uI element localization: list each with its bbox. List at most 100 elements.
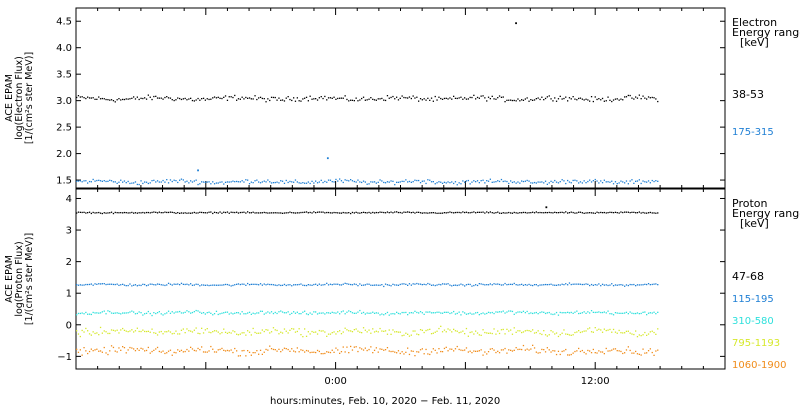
data-point (627, 284, 629, 287)
data-point (184, 181, 186, 183)
data-point (388, 329, 390, 331)
data-point (629, 332, 631, 334)
data-point (193, 211, 195, 214)
data-point (193, 329, 195, 331)
data-point (305, 211, 308, 213)
data-point (127, 331, 129, 333)
data-point (243, 283, 245, 285)
data-point (436, 311, 438, 313)
data-point (636, 212, 639, 214)
data-point (252, 98, 254, 100)
data-point (502, 96, 504, 98)
data-point (524, 330, 526, 332)
data-point (331, 349, 333, 351)
data-point (81, 284, 83, 286)
data-point (629, 180, 631, 182)
data-point (407, 347, 409, 349)
data-point (462, 284, 464, 286)
data-point (134, 212, 137, 214)
data-point (618, 99, 620, 101)
data-point (484, 284, 486, 286)
data-point (370, 346, 372, 348)
data-point (491, 348, 493, 350)
data-point (491, 181, 493, 183)
data-point (548, 211, 550, 214)
data-point (565, 182, 567, 185)
data-point (570, 334, 572, 336)
proton-legend-47-68: 47-68 (732, 270, 764, 283)
data-point (579, 97, 582, 99)
data-point (552, 181, 554, 183)
data-point (487, 351, 490, 353)
data-point (184, 212, 186, 214)
data-point (342, 97, 344, 99)
data-point (171, 354, 173, 356)
data-point (636, 353, 639, 355)
data-point (644, 352, 646, 354)
data-point (276, 99, 278, 101)
data-point (530, 99, 532, 101)
data-point (340, 351, 343, 353)
electron-legend-title-line: Electron (732, 16, 777, 29)
proton-series-115-195 (76, 282, 659, 288)
data-point (166, 211, 168, 214)
data-point (657, 284, 659, 286)
data-point (144, 350, 146, 352)
data-point (388, 181, 390, 183)
data-point (156, 334, 159, 336)
data-point (407, 333, 409, 335)
data-point (127, 312, 129, 314)
data-point (219, 97, 221, 99)
data-point (581, 349, 583, 352)
data-point (594, 96, 596, 98)
data-point (399, 211, 401, 214)
data-point (386, 284, 389, 286)
data-point (361, 312, 363, 314)
data-point (315, 283, 317, 285)
data-point (594, 212, 596, 214)
data-point (285, 348, 287, 350)
data-point (188, 311, 190, 313)
data-point (254, 313, 256, 315)
data-point (83, 331, 85, 333)
data-point (616, 98, 618, 100)
data-point (533, 212, 536, 214)
data-point (127, 98, 129, 100)
data-point (638, 211, 640, 213)
data-point (250, 354, 252, 356)
data-point (361, 332, 363, 334)
data-point (381, 97, 383, 100)
electron-ytick-label: 1.5 (56, 176, 72, 187)
data-point (228, 350, 230, 352)
data-point (495, 333, 497, 335)
data-point (601, 311, 604, 314)
data-point (471, 181, 473, 183)
data-point (528, 212, 530, 214)
data-point (248, 183, 251, 185)
data-point (554, 97, 556, 99)
proton-ytick-label: 3 (66, 226, 72, 237)
data-point (554, 333, 556, 335)
data-point (285, 312, 287, 314)
data-point (357, 100, 359, 102)
data-point (458, 284, 460, 286)
data-point (309, 312, 311, 314)
data-point (447, 311, 449, 313)
data-point (142, 314, 144, 316)
data-point (241, 283, 243, 285)
data-point (532, 99, 534, 101)
data-point (274, 212, 276, 214)
data-point (383, 211, 385, 214)
data-point (287, 212, 289, 214)
data-point (274, 311, 276, 314)
data-point (87, 283, 89, 286)
data-point (576, 283, 578, 285)
data-point (471, 352, 473, 354)
data-point (504, 347, 506, 350)
data-point (600, 329, 602, 331)
data-point (443, 283, 446, 285)
data-point (298, 328, 300, 330)
data-point (581, 182, 583, 184)
data-point (379, 348, 381, 350)
data-point (537, 285, 539, 287)
